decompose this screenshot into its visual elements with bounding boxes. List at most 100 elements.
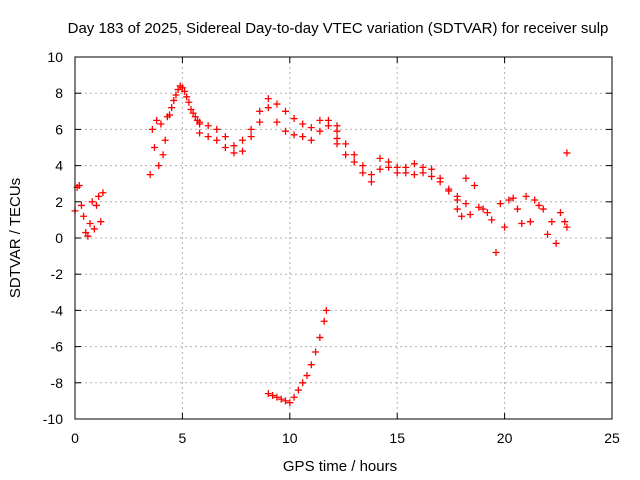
data-point xyxy=(342,151,350,159)
data-point xyxy=(88,198,96,206)
data-point xyxy=(178,84,186,92)
data-point xyxy=(157,120,165,128)
data-point xyxy=(247,125,255,133)
data-point xyxy=(428,172,436,180)
data-point xyxy=(479,205,487,213)
data-point xyxy=(282,127,290,135)
series-early-left xyxy=(71,182,107,240)
data-point xyxy=(316,334,324,342)
data-point xyxy=(526,218,534,226)
data-point xyxy=(548,218,556,226)
data-point xyxy=(466,210,474,218)
data-point xyxy=(82,229,90,237)
y-tick-label: -6 xyxy=(51,339,64,355)
data-point xyxy=(153,116,161,124)
data-point xyxy=(462,174,470,182)
data-point xyxy=(90,225,98,233)
data-point xyxy=(393,169,401,177)
data-point xyxy=(322,306,330,314)
data-point xyxy=(492,248,500,256)
data-point xyxy=(273,100,281,108)
data-point xyxy=(230,149,238,157)
series-morning-peak xyxy=(146,82,204,179)
data-point xyxy=(168,104,176,112)
y-tick-label: -2 xyxy=(51,266,64,282)
data-point xyxy=(471,182,479,190)
data-point xyxy=(86,220,94,228)
data-point xyxy=(277,395,285,403)
data-point xyxy=(172,91,180,99)
data-point xyxy=(316,116,324,124)
data-point xyxy=(155,162,163,170)
x-tick-label: 0 xyxy=(71,430,79,446)
data-point xyxy=(552,239,560,247)
data-point xyxy=(501,223,509,231)
chart-title: Day 183 of 2025, Sidereal Day-to-day VTE… xyxy=(68,20,609,37)
data-point xyxy=(376,165,384,173)
data-point xyxy=(359,169,367,177)
data-point xyxy=(239,136,247,144)
data-point xyxy=(563,223,571,231)
data-point xyxy=(299,120,307,128)
data-point xyxy=(150,144,158,151)
y-tick-label: -4 xyxy=(51,302,64,318)
data-point xyxy=(230,142,238,150)
data-point xyxy=(95,192,103,200)
data-point xyxy=(161,136,169,144)
data-point xyxy=(185,98,193,106)
data-point xyxy=(402,163,410,171)
data-point xyxy=(181,87,189,95)
series-afternoon-decline xyxy=(333,140,470,208)
plot-frame xyxy=(74,56,613,420)
data-points xyxy=(71,82,571,407)
data-point xyxy=(539,205,547,213)
gridlines xyxy=(75,57,612,419)
data-point xyxy=(556,209,564,217)
data-point xyxy=(410,171,418,179)
y-axis-label: SDTVAR / TECUs xyxy=(7,178,24,298)
data-point xyxy=(221,144,229,151)
data-point xyxy=(333,127,341,135)
data-point xyxy=(196,118,204,126)
data-point xyxy=(303,372,311,380)
data-point xyxy=(419,163,427,171)
data-point xyxy=(367,178,375,186)
x-tick-label: 5 xyxy=(179,430,187,446)
data-point xyxy=(269,391,277,399)
data-point xyxy=(561,218,569,226)
data-point xyxy=(475,203,483,211)
data-point xyxy=(445,185,453,193)
data-point xyxy=(221,133,229,141)
data-point xyxy=(312,348,320,356)
y-tick-label: 2 xyxy=(55,194,63,210)
data-point xyxy=(75,182,83,190)
data-point xyxy=(307,136,315,144)
data-point xyxy=(256,107,264,115)
data-point xyxy=(264,390,272,398)
data-point xyxy=(264,104,272,112)
data-point xyxy=(189,109,197,117)
data-point xyxy=(531,196,539,204)
data-point xyxy=(307,124,315,132)
data-point xyxy=(320,317,328,325)
data-point xyxy=(213,125,221,133)
y-tick-label: 0 xyxy=(55,230,63,246)
data-point xyxy=(488,216,496,224)
ticks: 0 5 10 15 20 25 -10 -8 -6 -4 -2 0 2 4 6 8 10 xyxy=(43,49,620,446)
y-tick-label: -10 xyxy=(43,411,63,427)
data-point xyxy=(342,140,350,148)
data-point xyxy=(376,154,384,162)
data-point xyxy=(80,212,88,220)
data-point xyxy=(350,151,358,159)
data-point xyxy=(453,192,461,200)
data-point xyxy=(196,129,204,137)
data-point xyxy=(290,393,298,401)
data-point xyxy=(273,118,281,126)
data-point xyxy=(410,160,418,168)
data-point xyxy=(247,133,255,141)
series-midday-b xyxy=(196,104,341,157)
data-point xyxy=(299,133,307,141)
data-point xyxy=(187,105,195,113)
x-tick-label: 25 xyxy=(604,430,620,446)
